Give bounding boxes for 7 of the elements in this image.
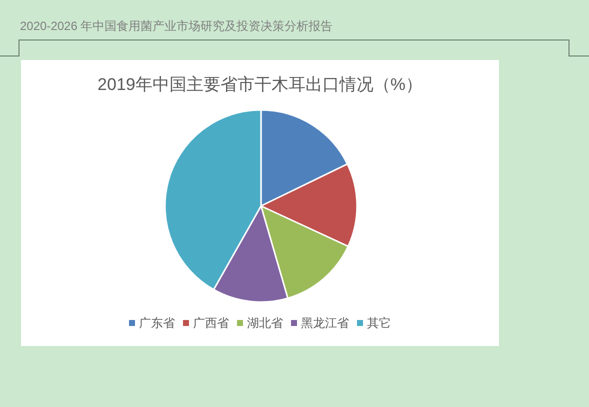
text: 2020-2026 年中国食用菌产业市场研究及投资决策分析报告 [20,19,333,33]
legend-label: 广西省 [193,316,229,330]
legend-label: 黑龙江省 [301,316,349,330]
legend-label: 广东省 [139,316,175,330]
chart-title: 2019年中国主要省市干木耳出口情况（%） [98,75,422,94]
legend-label: 其它 [367,316,391,330]
legend-label: 湖北省 [247,316,283,330]
